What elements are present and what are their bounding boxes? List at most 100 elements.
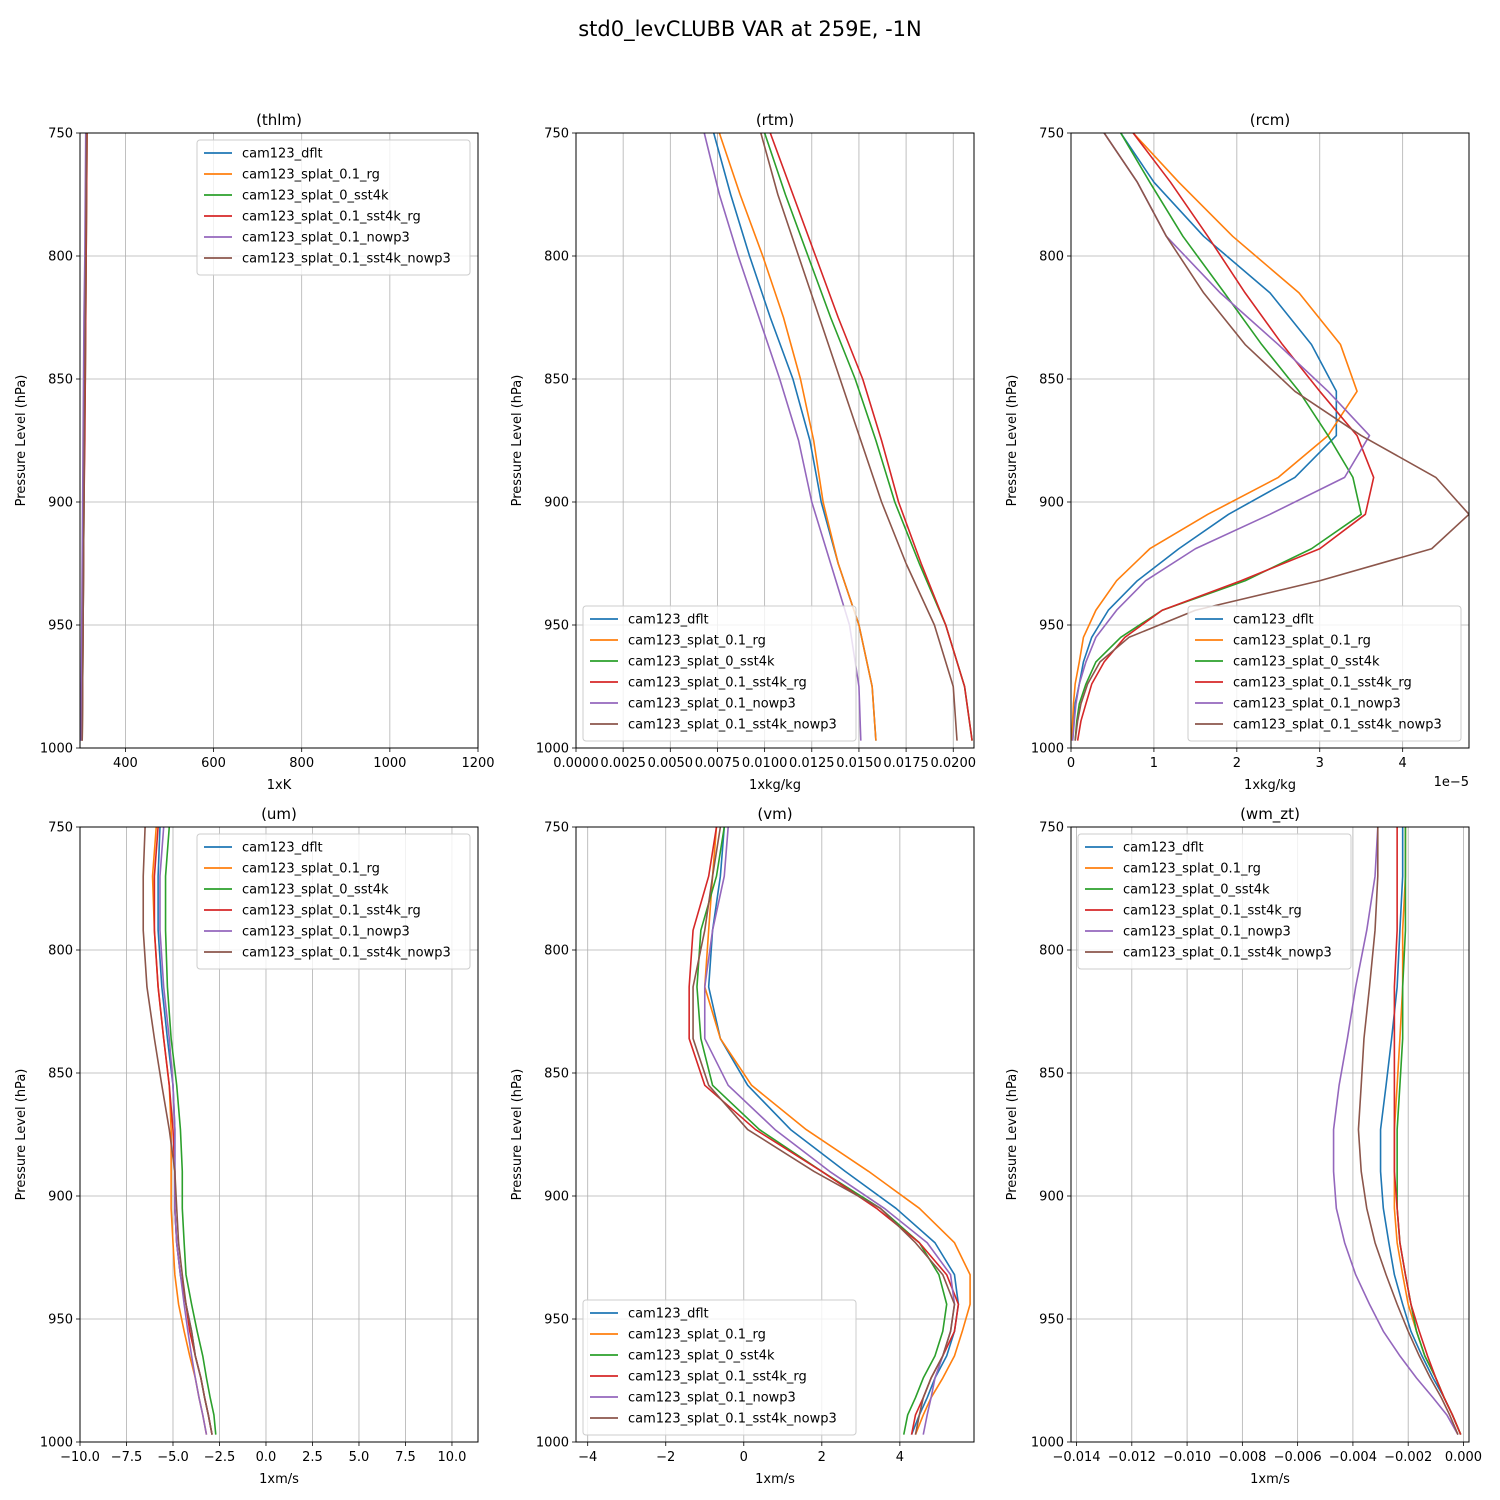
x-tick-label: 0.0075 bbox=[695, 756, 741, 771]
legend-entry: cam123_splat_0.1_sst4k_nowp3 bbox=[628, 718, 837, 733]
legend-entry: cam123_splat_0_sst4k bbox=[628, 1349, 775, 1364]
x-tick-label: 1 bbox=[1150, 756, 1158, 771]
panel-um: −10.0 −7.5 −5.0 −2.5 0.0 2.5 5.0 7.5 10.0 750 800 8… bbox=[14, 805, 479, 1487]
x-tick-label: −0.014 bbox=[1052, 1450, 1100, 1465]
y-tick-label: 1000 bbox=[536, 742, 569, 757]
x-tick-label: 0.0150 bbox=[836, 756, 882, 771]
y-tick-label: 900 bbox=[544, 1190, 569, 1205]
x-tick-label: −5.0 bbox=[157, 1450, 189, 1465]
y-tick-label: 750 bbox=[48, 821, 73, 836]
x-offset-text: 1e−5 bbox=[1434, 775, 1469, 790]
x-tick-label: 0.0100 bbox=[742, 756, 788, 771]
y-ticks: 750 800 850 900 950 1000 bbox=[1031, 821, 1071, 1451]
series-line-cam123-splat-0-1-sst4k-rg bbox=[769, 133, 973, 741]
y-tick-label: 800 bbox=[544, 944, 569, 959]
panel-title: (thlm) bbox=[256, 111, 302, 129]
series-line-cam123-splat-0-1-sst4k-nowp3 bbox=[142, 827, 213, 1435]
legend-entry: cam123_splat_0.1_nowp3 bbox=[1123, 925, 1291, 940]
legend-entry: cam123_splat_0_sst4k bbox=[242, 883, 389, 898]
y-tick-label: 850 bbox=[1039, 373, 1064, 388]
y-tick-label: 750 bbox=[1039, 821, 1064, 836]
y-tick-label: 800 bbox=[48, 250, 73, 265]
x-tick-label: 0.0175 bbox=[883, 756, 929, 771]
series-lines bbox=[1332, 827, 1462, 1436]
y-tick-label: 900 bbox=[544, 496, 569, 511]
y-tick-label: 950 bbox=[544, 619, 569, 634]
legend-entry: cam123_splat_0.1_rg bbox=[242, 862, 380, 877]
legend-entry: cam123_splat_0.1_sst4k_rg bbox=[1123, 904, 1302, 919]
legend-entry: cam123_splat_0.1_nowp3 bbox=[242, 231, 410, 246]
series-line-cam123-splat-0-1-sst4k-rg bbox=[1393, 827, 1462, 1435]
legend: cam123_dflt cam123_splat_0.1_rg cam123_spl… bbox=[196, 833, 471, 970]
legend-entry: cam123_splat_0.1_rg bbox=[1233, 634, 1371, 649]
axes-frame bbox=[79, 132, 479, 749]
legend-entry: cam123_splat_0.1_sst4k_nowp3 bbox=[628, 1412, 837, 1427]
x-tick-label: 3 bbox=[1316, 756, 1324, 771]
axes-frame bbox=[575, 826, 975, 1443]
x-tick-label: 0.0050 bbox=[648, 756, 694, 771]
legend-box bbox=[1077, 833, 1352, 970]
figure-title: std0_levCLUBB VAR at 259E, -1N bbox=[578, 17, 922, 42]
series-line-cam123-splat-0-sst4k bbox=[696, 827, 948, 1435]
y-tick-label: 850 bbox=[544, 1067, 569, 1082]
x-tick-label: 0.0200 bbox=[931, 756, 977, 771]
panel-title: (um) bbox=[261, 805, 297, 823]
legend-entry: cam123_splat_0_sst4k bbox=[1123, 883, 1270, 898]
legend-entry: cam123_splat_0.1_sst4k_rg bbox=[242, 904, 421, 919]
legend-entry: cam123_splat_0.1_rg bbox=[1123, 862, 1261, 877]
legend-entry: cam123_dflt bbox=[1233, 613, 1314, 628]
series-line-cam123-splat-0-1-nowp3 bbox=[1332, 827, 1459, 1436]
panel-thlm: 400 600 800 1000 1200 750 800 850 900 950 1000 1xK P… bbox=[14, 111, 495, 793]
legend-entry: cam123_splat_0.1_nowp3 bbox=[628, 1391, 796, 1406]
x-tick-label: −0.004 bbox=[1329, 1450, 1377, 1465]
legend-entry: cam123_splat_0.1_sst4k_rg bbox=[628, 676, 807, 691]
x-tick-label: 2 bbox=[818, 1450, 826, 1465]
y-tick-label: 750 bbox=[544, 127, 569, 142]
x-tick-label: 0.0 bbox=[256, 1450, 277, 1465]
y-tick-label: 1000 bbox=[40, 1436, 73, 1451]
series-line-cam123-splat-0-sst4k bbox=[164, 827, 217, 1435]
x-tick-label: 5.0 bbox=[349, 1450, 370, 1465]
panel-wm-zt: −0.014 −0.012 −0.010 −0.008 −0.006 −0.004 −0.0… bbox=[1005, 805, 1482, 1487]
y-tick-label: 850 bbox=[544, 373, 569, 388]
legend-entry: cam123_splat_0.1_nowp3 bbox=[242, 925, 410, 940]
y-tick-label: 900 bbox=[1039, 496, 1064, 511]
x-tick-label: −2.5 bbox=[204, 1450, 236, 1465]
legend-entry: cam123_dflt bbox=[1123, 841, 1204, 856]
legend-entry: cam123_splat_0_sst4k bbox=[1233, 655, 1380, 670]
legend-entry: cam123_splat_0.1_nowp3 bbox=[628, 697, 796, 712]
x-ticks: −0.014 −0.012 −0.010 −0.008 −0.006 −0.004 −0.0… bbox=[1052, 1442, 1482, 1465]
y-ticks: 750 800 850 900 950 1000 bbox=[1031, 127, 1071, 757]
legend-entry: cam123_splat_0.1_sst4k_rg bbox=[242, 210, 421, 225]
legend-entry: cam123_splat_0.1_nowp3 bbox=[1233, 697, 1401, 712]
panel-title: (rcm) bbox=[1250, 111, 1290, 129]
legend-entry: cam123_splat_0.1_sst4k_nowp3 bbox=[1123, 946, 1332, 961]
x-tick-label: 400 bbox=[113, 756, 138, 771]
series-line-cam123-splat-0-1-sst4k-rg bbox=[1076, 133, 1375, 741]
series-line-cam123-splat-0-1-sst4k-nowp3 bbox=[692, 827, 956, 1435]
x-ticks: −4 −2 0 2 4 bbox=[578, 1442, 904, 1465]
panel-rcm: 0 1 2 3 4 750 800 850 900 950 1000 1e−5 1xkg/kg Press… bbox=[1005, 111, 1470, 793]
y-tick-label: 850 bbox=[1039, 1067, 1064, 1082]
x-ticks: 0.0000 0.0025 0.0050 0.0075 0.0100 0.0125 0.01… bbox=[553, 748, 976, 771]
y-tick-label: 850 bbox=[48, 1067, 73, 1082]
y-ticks: 750 800 850 900 950 1000 bbox=[40, 127, 80, 757]
y-tick-label: 800 bbox=[48, 944, 73, 959]
series-line-cam123-splat-0-1-rg bbox=[718, 133, 877, 741]
y-tick-label: 750 bbox=[1039, 127, 1064, 142]
legend-entry: cam123_splat_0.1_sst4k_nowp3 bbox=[242, 252, 451, 267]
x-tick-label: 1000 bbox=[373, 756, 406, 771]
legend: cam123_dflt cam123_splat_0.1_rg cam123_spl… bbox=[1187, 605, 1462, 742]
legend-entry: cam123_splat_0_sst4k bbox=[628, 655, 775, 670]
y-tick-label: 800 bbox=[1039, 944, 1064, 959]
panels: 400 600 800 1000 120075080085090095010001xKP… bbox=[14, 111, 1482, 1487]
y-axis-label: Pressure Level (hPa) bbox=[510, 1069, 525, 1201]
x-tick-label: 4 bbox=[896, 1450, 904, 1465]
y-tick-label: 1000 bbox=[1031, 742, 1064, 757]
legend: cam123_dflt cam123_splat_0.1_rg cam123_spl… bbox=[1077, 833, 1352, 970]
series-line-cam123-splat-0-1-nowp3 bbox=[80, 133, 87, 741]
series-line-cam123-splat-0-1-rg bbox=[1071, 133, 1358, 741]
series-lines bbox=[80, 133, 88, 741]
axes-frame bbox=[575, 132, 975, 749]
